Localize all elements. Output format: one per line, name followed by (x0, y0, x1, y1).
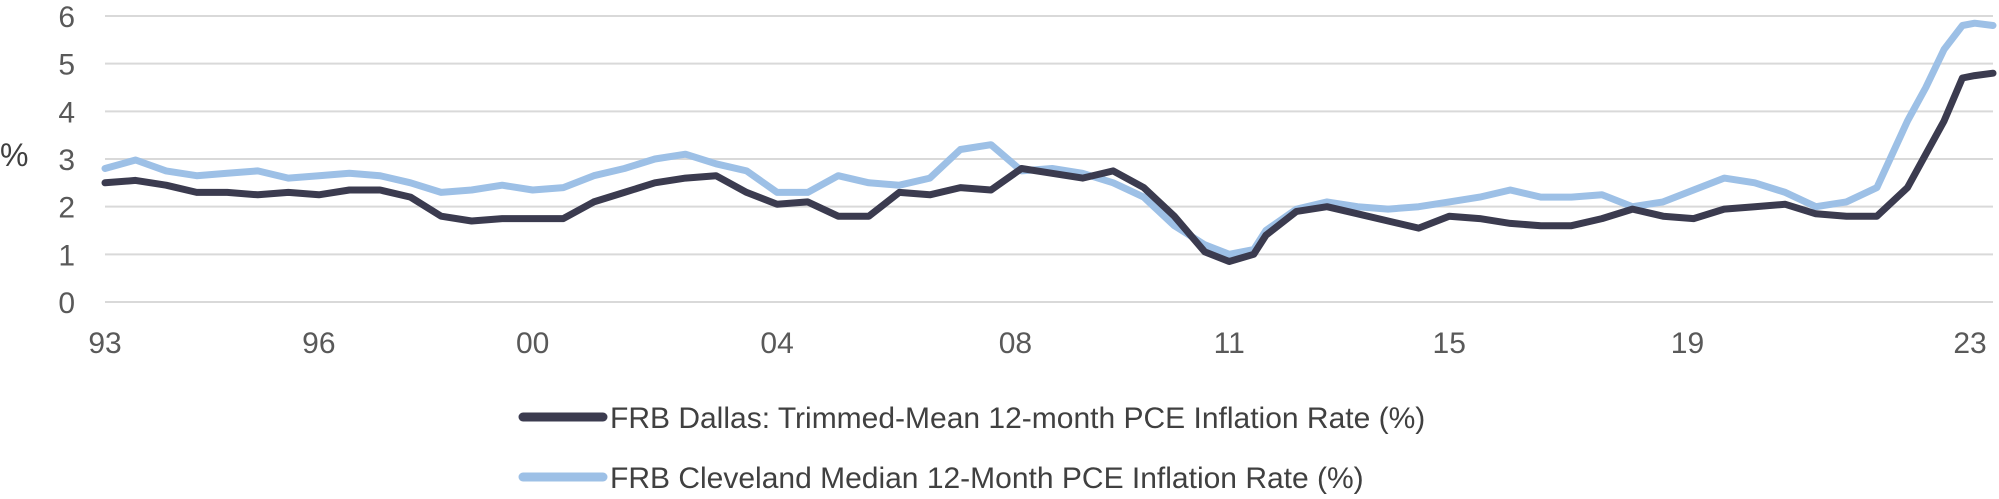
gridlines (105, 15, 1993, 303)
y-tick-label: 1 (58, 239, 75, 272)
x-tick-label: 00 (516, 327, 549, 360)
y-tick-label: 4 (58, 96, 75, 129)
legend: FRB Dallas: Trimmed-Mean 12-month PCE In… (518, 402, 1425, 495)
x-tick-label: 08 (999, 327, 1032, 360)
series-line-median (101, 19, 1997, 258)
y-tick-label: 6 (58, 1, 75, 34)
legend-label-trimmed-mean: FRB Dallas: Trimmed-Mean 12-month PCE In… (610, 402, 1425, 435)
y-axis-label: % (0, 137, 28, 173)
y-tick-label: 0 (58, 287, 75, 320)
x-tick-label: 15 (1433, 327, 1466, 360)
x-tick-label: 93 (88, 327, 121, 360)
x-tick-label: 19 (1671, 327, 1704, 360)
series-lines (101, 19, 1997, 265)
y-tick-label: 3 (58, 144, 75, 177)
y-tick-label: 2 (58, 192, 75, 225)
x-tick-label: 96 (302, 327, 335, 360)
x-tick-label: 04 (760, 327, 793, 360)
x-tick-label: 23 (1953, 327, 1986, 360)
y-tick-label: 5 (58, 49, 75, 82)
series-line-trimmed-mean (101, 69, 1997, 265)
y-axis-ticks: 0 1 2 3 4 5 6 (58, 1, 75, 320)
legend-label-median: FRB Cleveland Median 12-Month PCE Inflat… (610, 462, 1364, 495)
x-tick-label: 11 (1214, 327, 1245, 360)
x-axis-ticks: 93 96 00 04 08 11 15 19 23 (88, 327, 1986, 360)
